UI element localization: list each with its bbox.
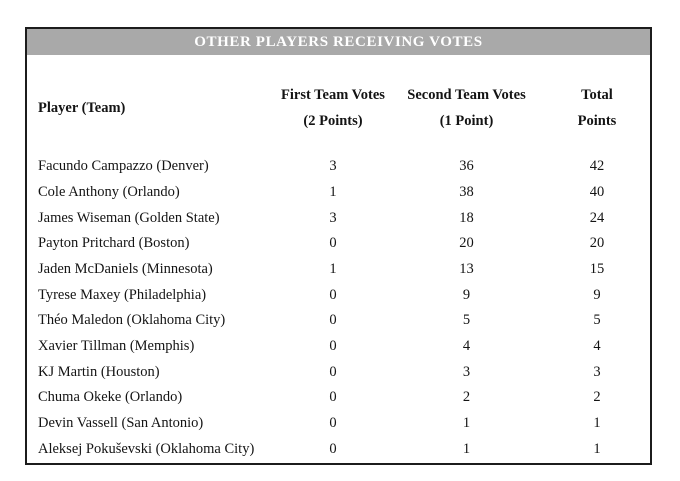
- player-name: Devin Vassell (San Antonio): [38, 414, 204, 431]
- second-team-votes: 13: [459, 260, 474, 277]
- second-team-votes: 36: [459, 158, 474, 175]
- first-team-votes: 0: [329, 440, 337, 457]
- first-team-votes: 0: [329, 389, 337, 406]
- table-row: Tyrese Maxey (Philadelphia) 0 9 9: [27, 282, 650, 308]
- first-team-votes: 0: [329, 363, 337, 380]
- first-team-votes: 3: [329, 209, 337, 226]
- column-header-line2: (1 Point): [439, 113, 494, 129]
- total-points: 15: [589, 260, 605, 277]
- second-team-votes: 4: [462, 337, 471, 354]
- table-row: Facundo Campazzo (Denver) 3 36 42: [27, 154, 650, 180]
- first-team-votes: 0: [329, 337, 337, 354]
- player-name: James Wiseman (Golden State): [38, 209, 220, 226]
- first-team-votes: 0: [329, 235, 337, 252]
- player-name: Aleksej Pokuševski (Oklahoma City): [38, 440, 255, 457]
- column-header-second-team-votes: Second Team Votes (1 Point): [389, 82, 544, 134]
- table-row: Chuma Okeke (Orlando) 0 2 2: [27, 385, 650, 411]
- column-header-line2: Points: [577, 113, 617, 129]
- first-team-votes: 0: [329, 286, 337, 303]
- column-header-first-team-votes: First Team Votes (2 Points): [277, 82, 389, 134]
- table-row: Xavier Tillman (Memphis) 0 4 4: [27, 334, 650, 360]
- player-name: KJ Martin (Houston): [38, 363, 160, 380]
- second-team-votes: 18: [459, 209, 474, 226]
- second-team-votes: 3: [462, 363, 471, 380]
- column-header-line1: Total: [581, 87, 613, 103]
- table-title-bar: OTHER PLAYERS RECEIVING VOTES: [27, 29, 650, 55]
- second-team-votes: 1: [462, 440, 471, 457]
- column-header-player: Player (Team): [38, 100, 126, 116]
- player-name: Xavier Tillman (Memphis): [38, 337, 195, 354]
- total-points: 1: [593, 414, 601, 431]
- second-team-votes: 5: [462, 312, 471, 329]
- first-team-votes: 1: [329, 260, 337, 277]
- player-name: Tyrese Maxey (Philadelphia): [38, 286, 207, 303]
- first-team-votes: 3: [329, 158, 337, 175]
- column-header-line1: Second Team Votes: [407, 87, 526, 103]
- table-header-row: Player (Team) First Team Votes (2 Points…: [27, 82, 650, 134]
- table-row: Devin Vassell (San Antonio) 0 1 1: [27, 411, 650, 437]
- player-name: Facundo Campazzo (Denver): [38, 158, 209, 175]
- column-header-line2: (2 Points): [303, 113, 363, 129]
- table-row: James Wiseman (Golden State) 3 18 24: [27, 205, 650, 231]
- player-name: Chuma Okeke (Orlando): [38, 389, 183, 406]
- first-team-votes: 0: [329, 414, 337, 431]
- table-row: Cole Anthony (Orlando) 1 38 40: [27, 180, 650, 206]
- total-points: 5: [593, 312, 601, 329]
- table-row: Payton Pritchard (Boston) 0 20 20: [27, 231, 650, 257]
- votes-table: OTHER PLAYERS RECEIVING VOTES Player (Te…: [25, 27, 652, 465]
- total-points: 4: [593, 337, 601, 354]
- second-team-votes: 2: [462, 389, 471, 406]
- table-rows: Facundo Campazzo (Denver) 3 36 42 Cole A…: [27, 154, 650, 462]
- second-team-votes: 20: [459, 235, 474, 252]
- total-points: 24: [589, 209, 605, 226]
- table-row: Aleksej Pokuševski (Oklahoma City) 0 1 1: [27, 436, 650, 462]
- player-name: Théo Maledon (Oklahoma City): [38, 312, 226, 329]
- total-points: 9: [593, 286, 601, 303]
- first-team-votes: 0: [329, 312, 337, 329]
- total-points: 1: [593, 440, 601, 457]
- table-row: KJ Martin (Houston) 0 3 3: [27, 359, 650, 385]
- table-row: Théo Maledon (Oklahoma City) 0 5 5: [27, 308, 650, 334]
- table-title: OTHER PLAYERS RECEIVING VOTES: [194, 33, 483, 50]
- second-team-votes: 38: [459, 183, 474, 200]
- total-points: 42: [589, 158, 605, 175]
- total-points: 2: [593, 389, 601, 406]
- column-header-total-points: Total Points: [544, 82, 650, 134]
- player-name: Payton Pritchard (Boston): [38, 235, 190, 252]
- total-points: 3: [593, 363, 601, 380]
- player-name: Cole Anthony (Orlando): [38, 183, 180, 200]
- player-name: Jaden McDaniels (Minnesota): [38, 260, 213, 277]
- second-team-votes: 1: [462, 414, 471, 431]
- table-row: Jaden McDaniels (Minnesota) 1 13 15: [27, 257, 650, 283]
- second-team-votes: 9: [462, 286, 471, 303]
- total-points: 20: [589, 235, 605, 252]
- first-team-votes: 1: [329, 183, 337, 200]
- column-header-line1: First Team Votes: [281, 87, 385, 103]
- total-points: 40: [589, 183, 605, 200]
